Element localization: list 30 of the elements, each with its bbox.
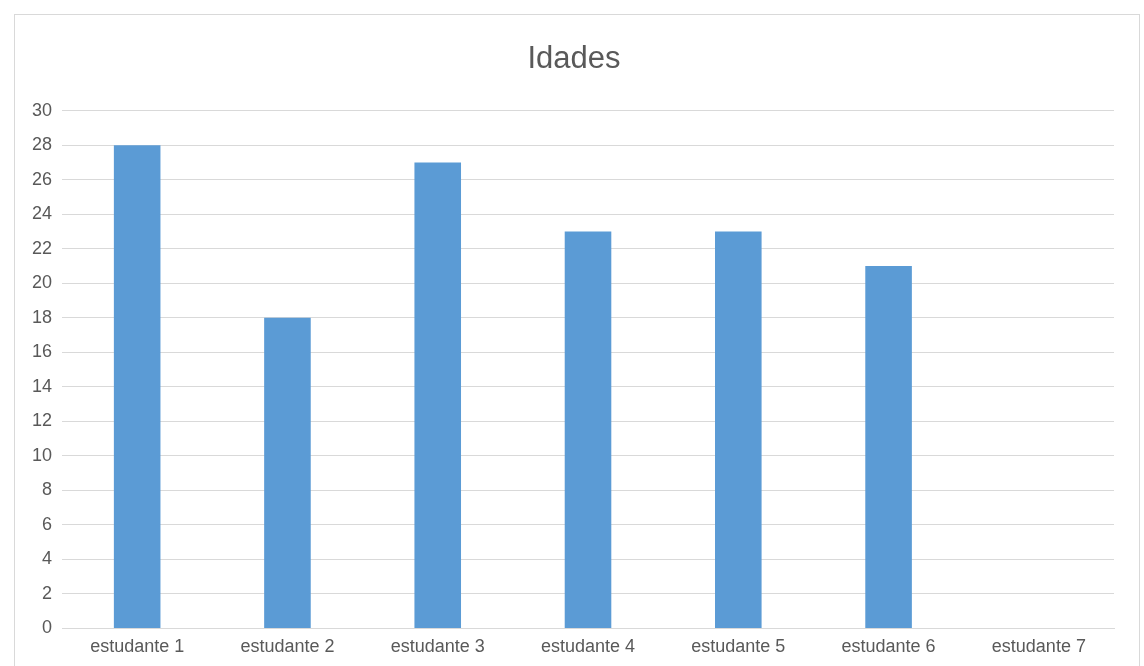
- y-tick-label: 8: [42, 479, 53, 500]
- y-tick-label: 26: [31, 168, 53, 189]
- bar: [715, 231, 762, 628]
- x-tick-label: estudante 7: [991, 636, 1086, 657]
- bar: [414, 162, 462, 628]
- y-tick-label: 4: [42, 548, 53, 569]
- bar: [564, 231, 612, 628]
- y-tick-label: 30: [31, 99, 53, 120]
- x-tick-label: estudante 2: [240, 636, 335, 657]
- x-tick-label: estudante 6: [841, 636, 936, 657]
- y-tick-label: 14: [31, 375, 53, 396]
- bar: [264, 317, 311, 628]
- x-tick-label: estudante 3: [390, 636, 485, 657]
- x-tick-label: estudante 5: [691, 636, 786, 657]
- bar: [113, 145, 161, 628]
- y-tick-label: 28: [31, 134, 53, 155]
- chart-title: Idades: [526, 40, 622, 76]
- x-tick-label: estudante 1: [90, 636, 185, 657]
- y-tick-label: 6: [42, 513, 53, 534]
- y-tick-label: 24: [31, 203, 53, 224]
- y-tick-label: 22: [31, 237, 53, 258]
- bar: [865, 266, 912, 628]
- y-tick-label: 20: [31, 272, 53, 293]
- y-tick-label: 12: [31, 410, 53, 431]
- y-tick-label: 2: [42, 582, 53, 603]
- y-tick-label: 16: [31, 341, 53, 362]
- y-tick-label: 10: [31, 444, 53, 465]
- x-tick-label: estudante 4: [540, 636, 636, 657]
- y-tick-label: 0: [42, 617, 53, 638]
- y-tick-label: 18: [31, 306, 53, 327]
